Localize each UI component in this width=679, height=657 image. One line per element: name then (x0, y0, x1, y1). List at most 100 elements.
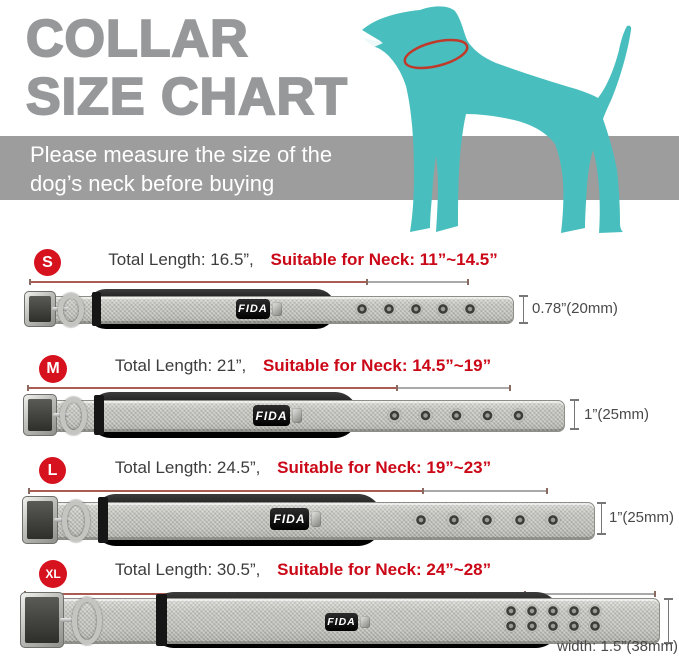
dog-neck-collar-line (403, 38, 469, 70)
eyelet-icon (505, 605, 517, 617)
eyelet-icon (546, 513, 560, 527)
measure-tick-s (467, 279, 469, 285)
eyelet-icon (414, 513, 428, 527)
banner-text: Please measure the size of the dog’s nec… (30, 140, 332, 198)
neck-range-label-xl: Suitable for Neck: 24”~28” (277, 560, 492, 579)
collar-strap-l (54, 502, 595, 540)
collar-dring-m (60, 397, 87, 435)
dog-mouth-notch (363, 33, 383, 51)
dog-silhouette (356, 2, 678, 244)
collar-eyelets-s (356, 303, 476, 315)
size-row-m: M Total Length: 21”, Suitable for Neck: … (0, 353, 679, 458)
collar-strap-m (52, 400, 565, 432)
measure-line-left-s (30, 281, 367, 283)
width-label-s: 0.78”(20mm) (532, 300, 618, 317)
eyelet-icon (450, 409, 463, 422)
eyelet-icon (356, 303, 368, 315)
neck-range-label-s: Suitable for Neck: 11”~14.5” (270, 250, 498, 269)
banner-line-1: Please measure the size of the (30, 142, 333, 167)
width-label-xl: width: 1.5”(38mm) (557, 638, 678, 655)
eyelet-icon (437, 303, 449, 315)
total-length-label-s: Total Length: 16.5”, (108, 250, 254, 269)
measure-line-right-m (397, 387, 510, 389)
brand-patch-m: FIDA (253, 405, 305, 426)
page-title: COLLAR SIZE CHART (25, 9, 348, 127)
measure-tick-m (509, 385, 511, 391)
collar-keeper-band-m (94, 395, 104, 435)
size-row-xl: XL Total Length: 30.5”, Suitable for Nec… (0, 558, 679, 657)
brand-label-xl: FIDA (325, 613, 358, 631)
collar-eyelets-xl-top (505, 605, 601, 617)
dog-silhouette-svg (362, 6, 632, 233)
patch-loop-icon (360, 615, 370, 629)
neck-range-label-m: Suitable for Neck: 14.5”~19” (262, 356, 492, 375)
measure-tick-xl (654, 591, 656, 597)
eyelet-icon (388, 409, 401, 422)
total-length-label-xl: Total Length: 30.5”, (114, 560, 261, 579)
width-label-m: 1”(25mm) (584, 406, 650, 423)
size-badge-xl: XL (39, 560, 67, 588)
title-line-2: SIZE CHART (25, 67, 348, 127)
size-badge-l: L (39, 457, 66, 484)
measure-tick-l (422, 488, 424, 494)
neck-range-label-l: Suitable for Neck: 19”~23” (277, 458, 492, 477)
collar-dring-xl (72, 597, 102, 645)
width-bracket-xl (664, 598, 673, 644)
brand-patch-l: FIDA (270, 508, 324, 530)
collar-strap-s (52, 296, 514, 324)
measure-tick-s (366, 279, 368, 285)
eyelet-icon (419, 409, 432, 422)
eyelet-icon (568, 620, 580, 632)
measure-tick-l (28, 488, 30, 494)
eyelet-icon (464, 303, 476, 315)
eyelet-icon (480, 513, 494, 527)
collar-buckle-xl (20, 592, 76, 648)
collar-keeper-band-xl (156, 594, 167, 646)
patch-loop-icon (272, 302, 282, 316)
measurement-text-m: Total Length: 21”, Suitable for Neck: 14… (60, 356, 546, 376)
collar-eyelets-xl-bottom (505, 620, 601, 632)
measurement-text-xl: Total Length: 30.5”, Suitable for Neck: … (60, 560, 546, 580)
eyelet-icon (513, 513, 527, 527)
eyelet-icon (410, 303, 422, 315)
width-label-l: 1”(25mm) (609, 509, 675, 526)
measure-line-left-l (29, 490, 423, 492)
eyelet-icon (447, 513, 461, 527)
eyelet-icon (383, 303, 395, 315)
measure-tick-s (29, 279, 31, 285)
collar-dring-l (62, 500, 90, 542)
dog-body-shape (362, 6, 632, 233)
eyelet-icon (568, 605, 580, 617)
collar-dring-s (58, 293, 84, 327)
size-badge-m: M (39, 355, 67, 383)
collar-eyelets-m (388, 409, 525, 422)
measure-tick-m (396, 385, 398, 391)
collar-buckle-l (22, 496, 70, 544)
width-bracket-s (519, 295, 528, 324)
measurement-text-l: Total Length: 24.5”, Suitable for Neck: … (60, 458, 546, 478)
collar-eyelets-l (414, 513, 560, 527)
measure-tick-l (546, 488, 548, 494)
eyelet-icon (481, 409, 494, 422)
title-line-1: COLLAR (25, 9, 249, 69)
total-length-label-l: Total Length: 24.5”, (114, 458, 261, 477)
brand-label-l: FIDA (270, 508, 309, 530)
measurement-text-s: Total Length: 16.5”, Suitable for Neck: … (60, 250, 546, 270)
eyelet-icon (589, 620, 601, 632)
eyelet-icon (547, 620, 559, 632)
patch-loop-icon (311, 511, 321, 527)
eyelet-icon (547, 605, 559, 617)
collar-keeper-band-s (92, 292, 101, 326)
banner-line-2: dog’s neck before buying (30, 171, 275, 196)
size-row-s: S Total Length: 16.5”, Suitable for Neck… (0, 248, 679, 353)
eyelet-icon (512, 409, 525, 422)
patch-loop-icon (292, 408, 302, 423)
eyelet-icon (526, 605, 538, 617)
size-badge-s: S (34, 249, 61, 276)
size-row-l: L Total Length: 24.5”, Suitable for Neck… (0, 456, 679, 561)
measure-line-right-xl (525, 593, 655, 595)
measure-line-left-m (28, 387, 397, 389)
brand-patch-xl: FIDA (325, 613, 373, 631)
width-bracket-m (570, 399, 579, 430)
